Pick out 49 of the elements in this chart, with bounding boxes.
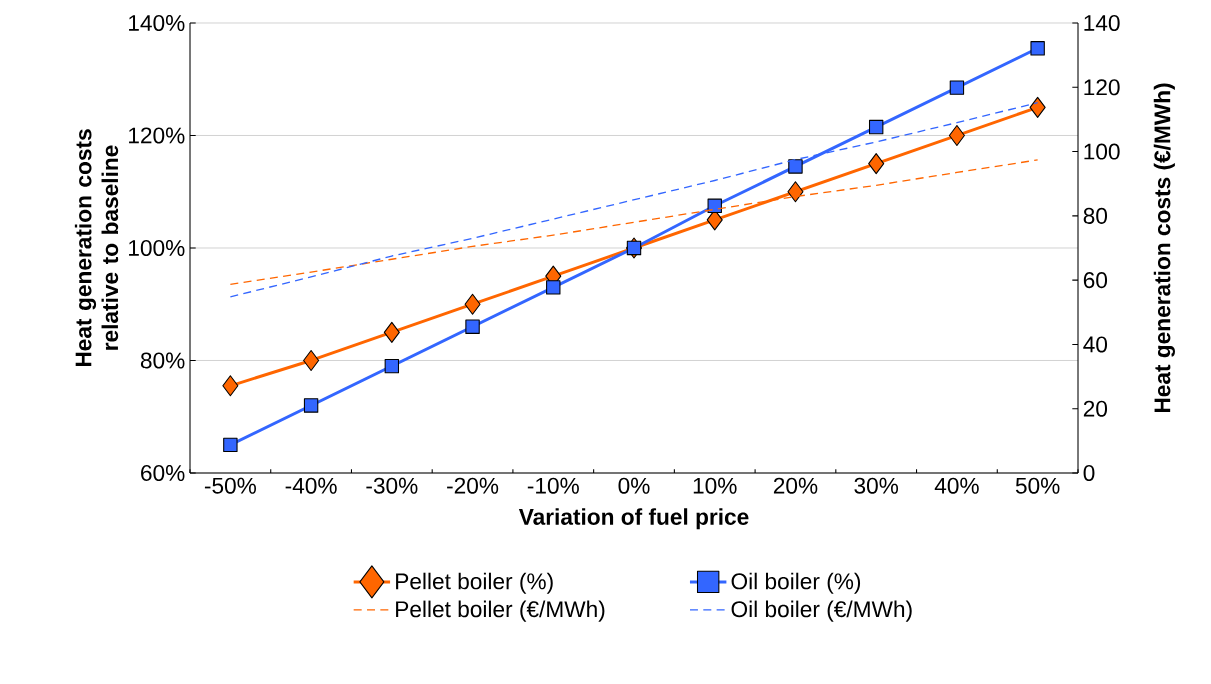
point xyxy=(222,375,239,397)
y-axis-title: Heat generation costs relative to baseline xyxy=(74,129,119,367)
point xyxy=(303,349,320,372)
point xyxy=(787,181,804,203)
y2-tick-label: 140 xyxy=(1084,14,1120,32)
legend-label: Oil boiler (€/MWh) xyxy=(731,600,912,622)
y-tick-label: 120% xyxy=(129,127,185,144)
point xyxy=(383,321,400,343)
y2-tick-label: 80 xyxy=(1083,207,1108,224)
y2-axis-title: Heat generation costs (€/MWh) xyxy=(1153,83,1175,413)
point xyxy=(546,280,561,295)
x-tick-label: 50% xyxy=(1015,477,1060,494)
legend-label: Oil boiler (%) xyxy=(731,572,861,594)
legend-label: Pellet boiler (%) xyxy=(396,572,553,594)
point xyxy=(1029,96,1046,118)
y2-tick-label: 40 xyxy=(1083,336,1108,353)
x-tick-label: -40% xyxy=(285,477,337,494)
x-tick-label: -20% xyxy=(447,477,499,494)
point xyxy=(707,198,722,214)
y-tick-label: 100% xyxy=(129,239,185,257)
point xyxy=(868,119,884,135)
point xyxy=(303,398,319,413)
x-tick-label: 40% xyxy=(934,477,979,494)
x-tick-label: -10% xyxy=(527,477,579,494)
point xyxy=(948,124,965,147)
y2-tick-label: 60 xyxy=(1083,272,1108,289)
x-axis-title: Variation of fuel price xyxy=(518,508,749,530)
y-tick-label: 60% xyxy=(141,464,185,482)
y2-tick-label: 120 xyxy=(1084,79,1120,96)
point xyxy=(384,358,400,374)
point xyxy=(788,159,803,174)
x-tick-label: 10% xyxy=(693,477,737,494)
x-tick-label: -50% xyxy=(204,477,257,494)
point xyxy=(1030,41,1045,56)
y2-tick-label: 0 xyxy=(1083,464,1095,482)
point xyxy=(949,80,965,95)
x-tick-label: -30% xyxy=(366,477,418,494)
y-tick-label: 140% xyxy=(129,14,185,32)
y2-tick-label: 100 xyxy=(1084,143,1120,160)
point xyxy=(465,319,480,334)
x-tick-label: 30% xyxy=(854,477,899,494)
x-tick-label: 0% xyxy=(618,477,650,494)
point xyxy=(223,437,238,453)
legend-label: Pellet boiler (€/MWh) xyxy=(396,600,605,622)
y2-tick-label: 20 xyxy=(1083,400,1108,417)
y-tick-label: 80% xyxy=(140,352,185,369)
x-tick-label: 20% xyxy=(773,477,818,494)
point xyxy=(868,153,885,175)
point xyxy=(464,293,481,315)
